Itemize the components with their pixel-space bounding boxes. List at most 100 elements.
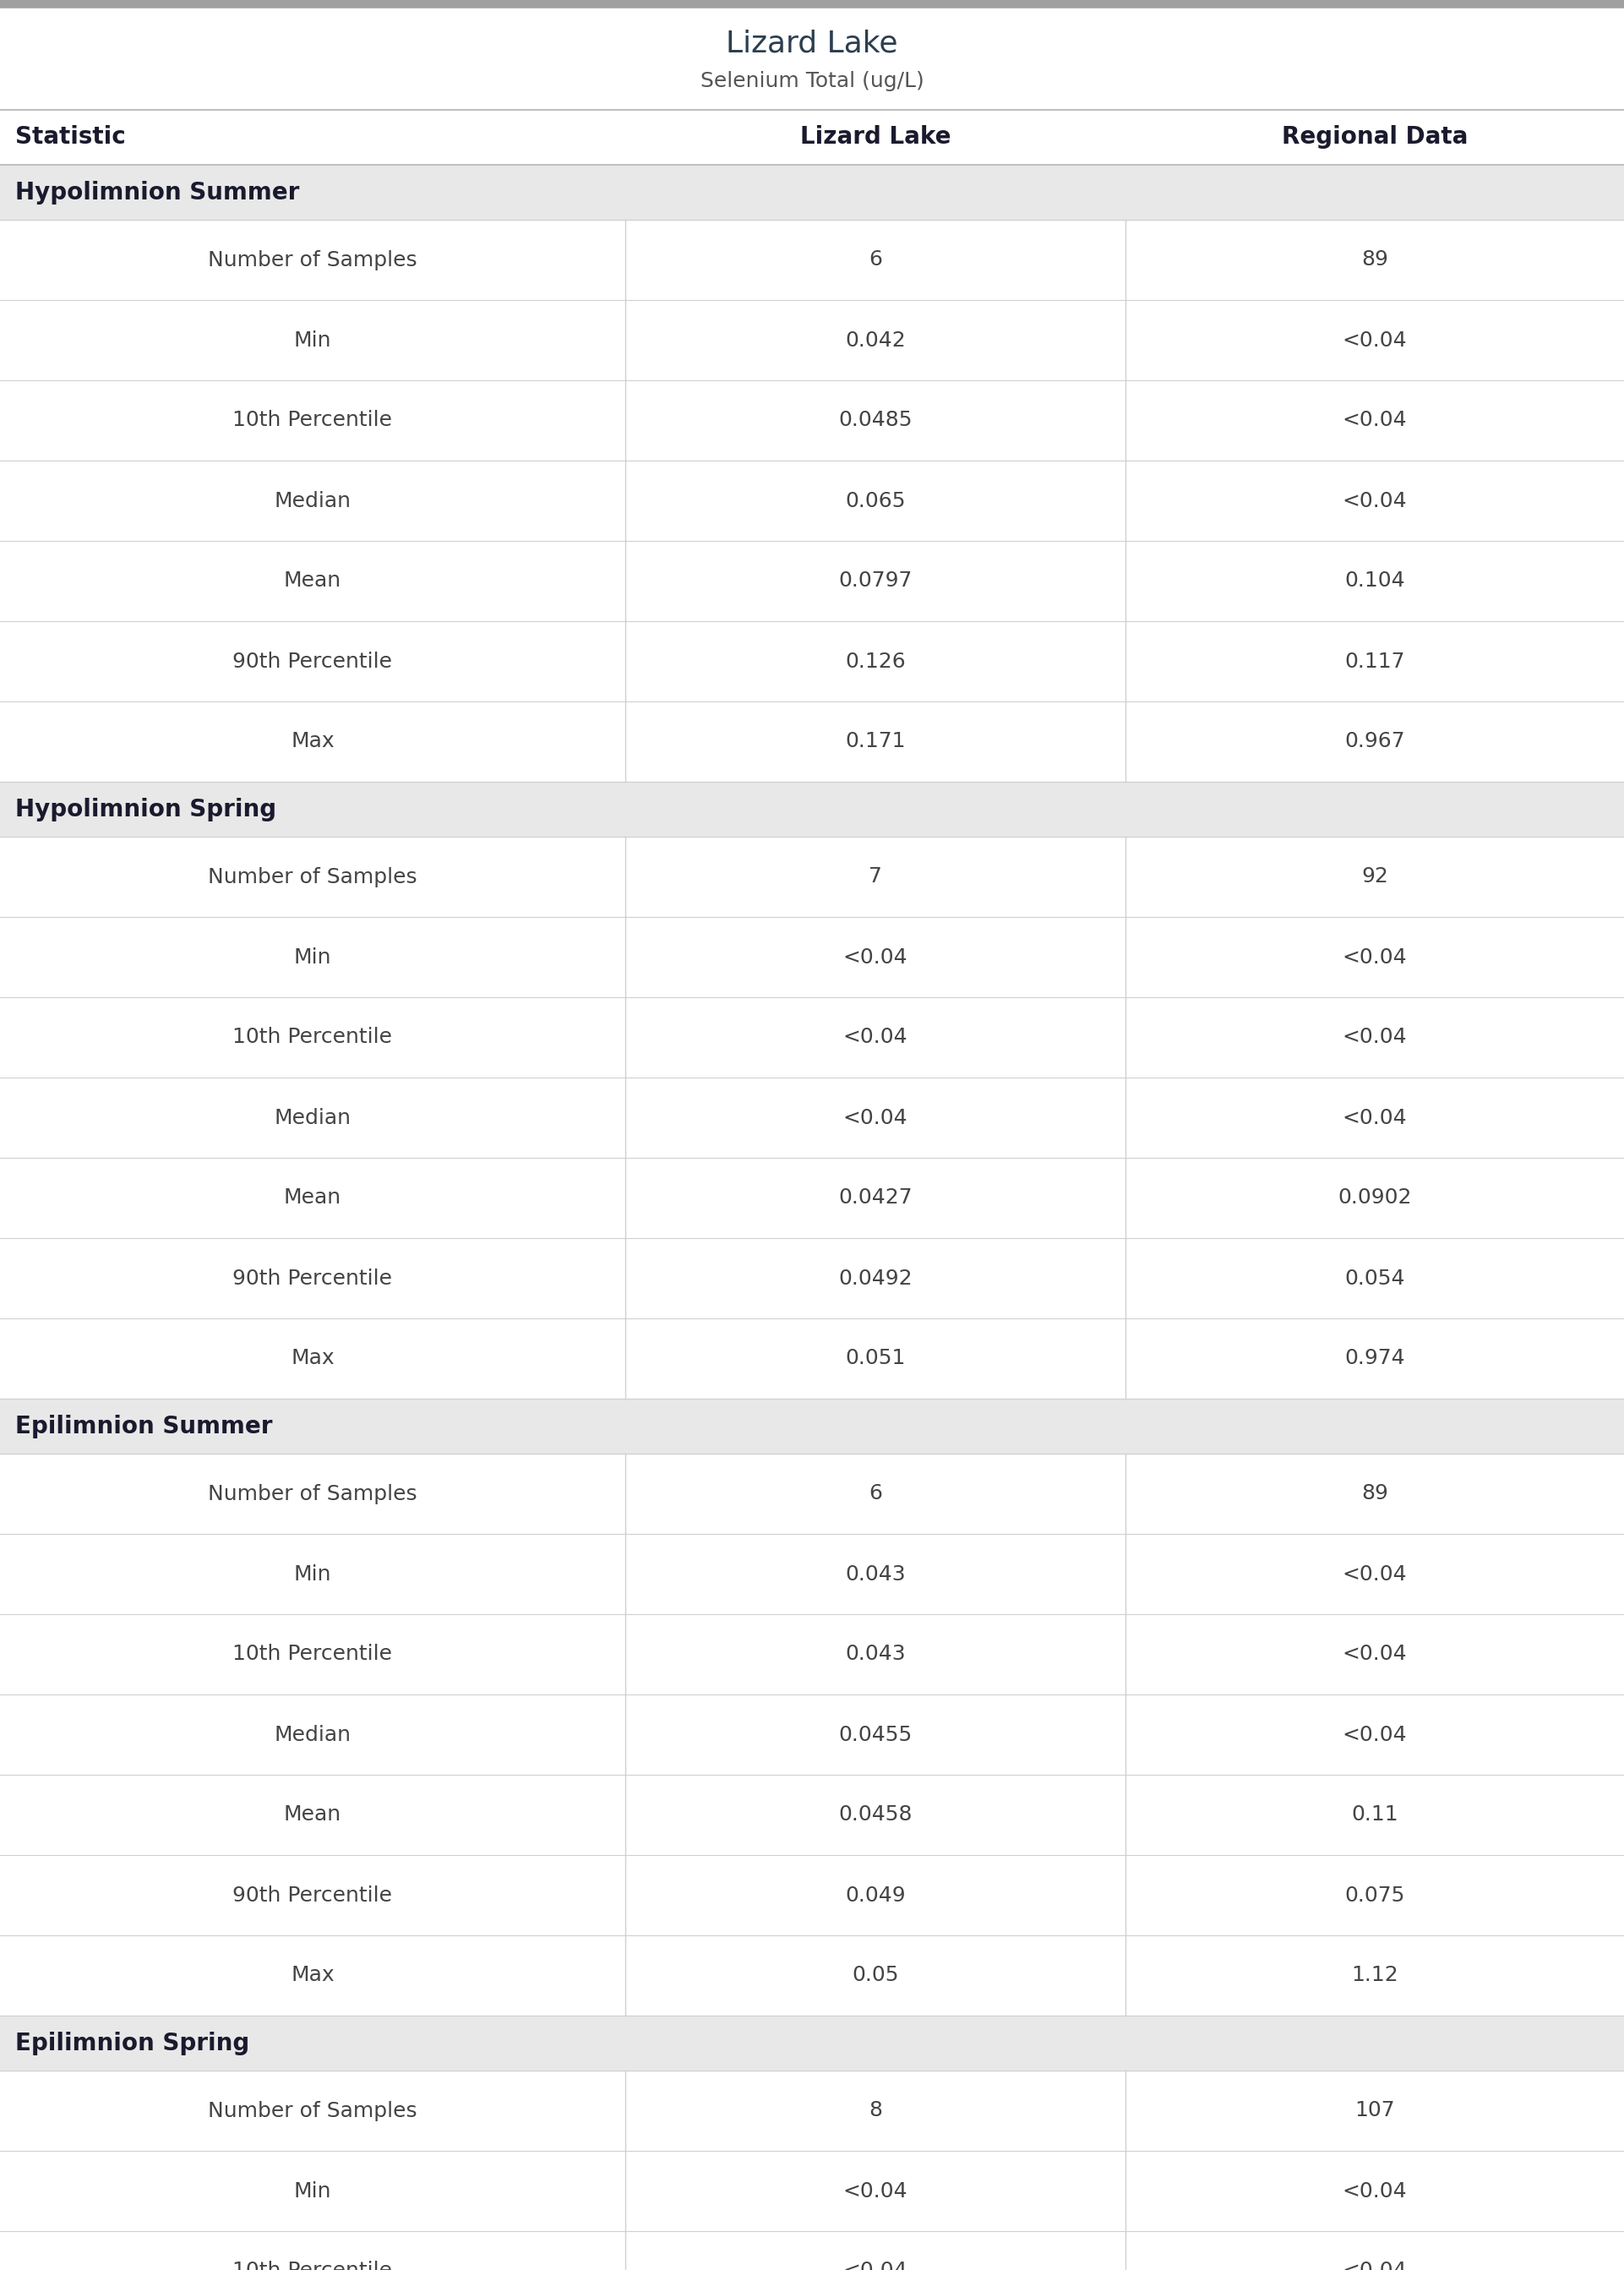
Text: Mean: Mean <box>284 1805 341 1825</box>
Bar <box>0 1453 1624 1535</box>
Text: 1.12: 1.12 <box>1351 1966 1398 1986</box>
Text: Selenium Total (ug/L): Selenium Total (ug/L) <box>700 70 924 91</box>
Text: Lizard Lake: Lizard Lake <box>801 125 950 150</box>
Text: 0.0485: 0.0485 <box>838 411 913 431</box>
Text: <0.04: <0.04 <box>1343 2261 1406 2270</box>
Text: 0.065: 0.065 <box>844 490 906 511</box>
Text: Number of Samples: Number of Samples <box>208 1485 417 1505</box>
Text: <0.04: <0.04 <box>843 2181 908 2202</box>
Bar <box>0 220 1624 300</box>
Bar <box>0 166 1624 220</box>
Text: 107: 107 <box>1354 2100 1395 2120</box>
Text: 0.967: 0.967 <box>1345 731 1405 751</box>
Text: <0.04: <0.04 <box>1343 1108 1406 1128</box>
Bar <box>0 622 1624 701</box>
Text: 0.0427: 0.0427 <box>838 1187 913 1208</box>
Bar <box>0 1237 1624 1319</box>
Text: Hypolimnion Spring: Hypolimnion Spring <box>15 797 276 822</box>
Text: 0.049: 0.049 <box>844 1884 906 1905</box>
Text: 0.0902: 0.0902 <box>1338 1187 1411 1208</box>
Text: 0.974: 0.974 <box>1345 1348 1405 1369</box>
Bar <box>0 1936 1624 2016</box>
Bar <box>0 781 1624 838</box>
Bar <box>0 540 1624 622</box>
Text: Regional Data: Regional Data <box>1281 125 1468 150</box>
Bar <box>0 2231 1624 2270</box>
Bar <box>0 1078 1624 1158</box>
Text: <0.04: <0.04 <box>1343 1725 1406 1746</box>
Bar <box>0 1693 1624 1775</box>
Text: 0.043: 0.043 <box>844 1643 906 1664</box>
Text: 0.05: 0.05 <box>853 1966 898 1986</box>
Text: 10th Percentile: 10th Percentile <box>232 1643 393 1664</box>
Text: 89: 89 <box>1361 1485 1389 1505</box>
Bar <box>0 300 1624 381</box>
Bar <box>0 9 1624 109</box>
Bar <box>0 1319 1624 1398</box>
Text: <0.04: <0.04 <box>1343 1564 1406 1584</box>
Text: 6: 6 <box>869 250 882 270</box>
Text: 10th Percentile: 10th Percentile <box>232 411 393 431</box>
Text: Statistic: Statistic <box>15 125 125 150</box>
Text: 0.171: 0.171 <box>844 731 906 751</box>
Text: Epilimnion Spring: Epilimnion Spring <box>15 2032 250 2054</box>
Bar <box>0 2016 1624 2070</box>
Text: 0.0458: 0.0458 <box>838 1805 913 1825</box>
Text: 92: 92 <box>1361 867 1389 888</box>
Text: 0.051: 0.051 <box>844 1348 906 1369</box>
Text: 0.075: 0.075 <box>1345 1884 1405 1905</box>
Bar <box>0 109 1624 166</box>
Bar <box>0 461 1624 540</box>
Text: <0.04: <0.04 <box>1343 411 1406 431</box>
Text: 0.11: 0.11 <box>1351 1805 1398 1825</box>
Text: 0.0455: 0.0455 <box>838 1725 913 1746</box>
Text: 0.104: 0.104 <box>1345 570 1405 590</box>
Text: 90th Percentile: 90th Percentile <box>232 651 393 672</box>
Text: <0.04: <0.04 <box>843 1028 908 1046</box>
Text: 0.117: 0.117 <box>1345 651 1405 672</box>
Text: Epilimnion Summer: Epilimnion Summer <box>15 1414 273 1437</box>
Text: Median: Median <box>274 1725 351 1746</box>
Bar <box>0 0 1624 9</box>
Text: Number of Samples: Number of Samples <box>208 250 417 270</box>
Text: <0.04: <0.04 <box>1343 1643 1406 1664</box>
Text: Min: Min <box>294 329 331 350</box>
Text: 90th Percentile: 90th Percentile <box>232 1884 393 1905</box>
Text: <0.04: <0.04 <box>1343 2181 1406 2202</box>
Text: <0.04: <0.04 <box>843 2261 908 2270</box>
Text: Max: Max <box>291 1348 335 1369</box>
Text: 89: 89 <box>1361 250 1389 270</box>
Text: 8: 8 <box>869 2100 882 2120</box>
Bar <box>0 2152 1624 2231</box>
Text: 90th Percentile: 90th Percentile <box>232 1269 393 1289</box>
Bar <box>0 2070 1624 2152</box>
Text: 0.0797: 0.0797 <box>838 570 913 590</box>
Text: <0.04: <0.04 <box>1343 947 1406 967</box>
Text: Mean: Mean <box>284 570 341 590</box>
Bar <box>0 838 1624 917</box>
Text: 0.0492: 0.0492 <box>838 1269 913 1289</box>
Text: <0.04: <0.04 <box>1343 1028 1406 1046</box>
Text: 0.126: 0.126 <box>844 651 906 672</box>
Text: <0.04: <0.04 <box>843 947 908 967</box>
Text: Min: Min <box>294 1564 331 1584</box>
Text: 0.054: 0.054 <box>1345 1269 1405 1289</box>
Bar <box>0 1775 1624 1855</box>
Text: 0.043: 0.043 <box>844 1564 906 1584</box>
Text: 6: 6 <box>869 1485 882 1505</box>
Text: Max: Max <box>291 731 335 751</box>
Text: Lizard Lake: Lizard Lake <box>726 30 898 59</box>
Bar <box>0 1535 1624 1614</box>
Text: Number of Samples: Number of Samples <box>208 867 417 888</box>
Text: Hypolimnion Summer: Hypolimnion Summer <box>15 179 299 204</box>
Bar <box>0 701 1624 781</box>
Text: 0.042: 0.042 <box>844 329 906 350</box>
Bar <box>0 381 1624 461</box>
Text: 10th Percentile: 10th Percentile <box>232 1028 393 1046</box>
Text: Median: Median <box>274 490 351 511</box>
Text: Max: Max <box>291 1966 335 1986</box>
Text: 7: 7 <box>869 867 882 888</box>
Text: Min: Min <box>294 2181 331 2202</box>
Text: Median: Median <box>274 1108 351 1128</box>
Text: Number of Samples: Number of Samples <box>208 2100 417 2120</box>
